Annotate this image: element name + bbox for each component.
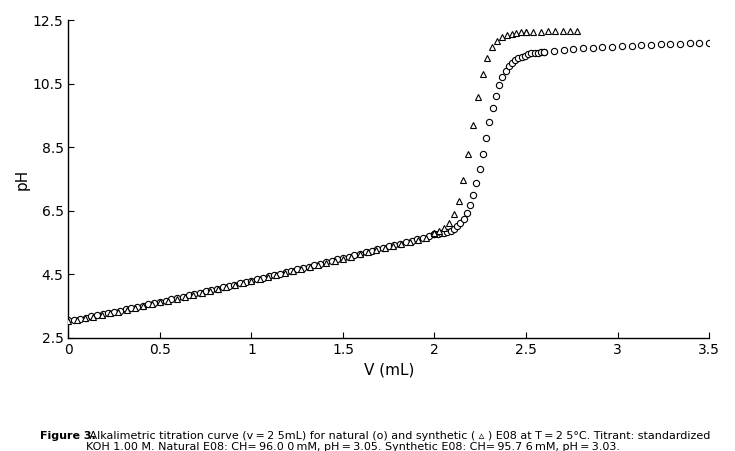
X-axis label: V (mL): V (mL) — [364, 362, 414, 377]
Y-axis label: pH: pH — [15, 169, 30, 190]
Text: Figure 3.: Figure 3. — [40, 431, 96, 441]
Text: Alkalimetric titration curve (v = 2 5mL) for natural (o) and synthetic ( ▵ ) E08: Alkalimetric titration curve (v = 2 5mL)… — [86, 431, 710, 451]
